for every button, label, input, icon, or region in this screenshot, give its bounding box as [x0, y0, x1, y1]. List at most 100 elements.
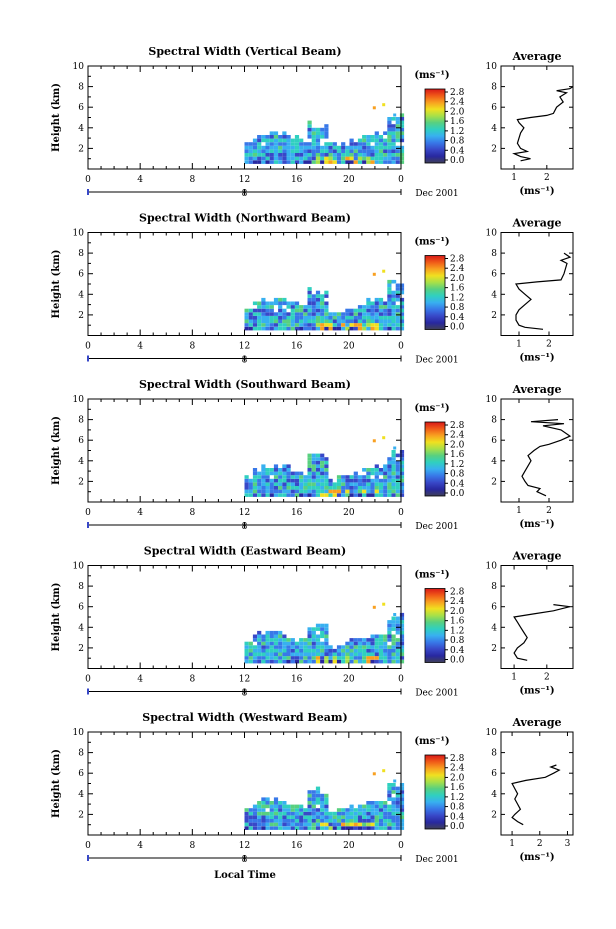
- heatmap-cell: [374, 801, 379, 805]
- heatmap-cell: [299, 486, 304, 490]
- heatmap-cell: [315, 652, 321, 657]
- heatmap-cell: [299, 648, 304, 653]
- heatmap-cell: [315, 453, 321, 458]
- heatmap-cell: [290, 489, 295, 494]
- heatmap-cell: [320, 457, 325, 461]
- heatmap-cell: [399, 790, 405, 794]
- heatmap-cell: [252, 826, 258, 830]
- heatmap-cell: [282, 659, 287, 664]
- heatmap-cell: [374, 326, 379, 331]
- heatmap-cell: [311, 808, 316, 812]
- heatmap-cell: [349, 808, 354, 812]
- heatmap-cell: [366, 645, 371, 649]
- heatmap-cell: [286, 160, 291, 164]
- heatmap-cell: [320, 297, 325, 302]
- heatmap-cell: [282, 815, 287, 819]
- heatmap-cell: [278, 471, 283, 476]
- heatmap-cell: [362, 312, 367, 316]
- heatmap-cell: [286, 156, 291, 161]
- heatmap-cell: [261, 638, 266, 642]
- colorbar-tick-label: 2.0: [450, 107, 465, 117]
- heatmap-cell: [315, 305, 321, 309]
- heatmap-cell: [307, 131, 312, 135]
- heatmap-cell: [286, 464, 291, 468]
- heatmap-cell: [315, 478, 321, 483]
- heatmap-cell: [399, 153, 405, 157]
- heatmap-cell: [257, 149, 262, 153]
- heatmap-cell: [387, 656, 392, 660]
- heatmap-cell: [299, 819, 304, 823]
- heatmap-cell: [374, 486, 379, 490]
- heatmap-cell: [311, 793, 316, 798]
- heatmap-cell: [261, 319, 266, 324]
- heatmap-cell: [383, 822, 388, 827]
- heatmap-cell: [307, 475, 312, 479]
- heatmap-cell: [307, 634, 312, 639]
- heatmap-cell: [265, 471, 270, 476]
- x-tick-label: 16: [291, 675, 303, 685]
- heatmap-cell: [362, 493, 367, 497]
- heatmap-cell: [387, 153, 392, 157]
- heatmap-cell: [357, 819, 363, 823]
- heatmap-cell: [349, 142, 354, 146]
- heatmap-cell: [387, 127, 392, 132]
- heatmap-cell: [341, 475, 346, 479]
- heatmap-cell: [307, 464, 312, 468]
- heatmap-cell: [391, 645, 396, 649]
- heatmap-cell: [273, 153, 279, 157]
- heatmap-cell: [257, 153, 262, 157]
- heatmap-cell: [366, 138, 371, 143]
- heatmap-cell: [399, 127, 405, 132]
- heatmap-cell: [370, 323, 375, 327]
- heatmap-cell: [362, 149, 367, 153]
- heatmap-cell: [320, 797, 325, 801]
- heatmap-cell: [311, 319, 316, 324]
- heatmap-cell: [278, 811, 283, 816]
- heatmap-cell: [370, 482, 375, 486]
- heatmap-cell: [311, 308, 316, 313]
- heatmap-cell: [282, 475, 287, 479]
- heatmap-cell: [374, 808, 379, 812]
- heatmap-cell: [282, 326, 287, 331]
- heatmap-cell: [345, 815, 350, 819]
- heatmap-cell: [252, 312, 258, 316]
- heatmap-cell: [387, 804, 392, 809]
- x-tick-label: 12: [239, 508, 250, 518]
- colorbar-tick-label: 2.0: [450, 274, 465, 284]
- heatmap-cell: [387, 312, 392, 316]
- heatmap-cell: [366, 652, 371, 657]
- heatmap-cell: [370, 652, 375, 657]
- heatmap-cell: [357, 156, 363, 161]
- heatmap-cell: [252, 319, 258, 324]
- y-tick-label: 8: [78, 416, 84, 426]
- heatmap-cell: [378, 638, 384, 642]
- heatmap-cell: [341, 478, 346, 483]
- x-tick-label: 20: [343, 342, 355, 352]
- y-axis-label: Height (km): [51, 749, 62, 818]
- heatmap-cell: [357, 826, 363, 830]
- heatmap-cell: [391, 475, 396, 479]
- heatmap-cell: [370, 638, 375, 642]
- heatmap-cell: [252, 478, 258, 483]
- heatmap-cell: [261, 804, 266, 809]
- heatmap-cell: [307, 153, 312, 157]
- heatmap-cell: [374, 638, 379, 642]
- heatmap-cell: [366, 808, 371, 812]
- heatmap-cell: [362, 638, 367, 642]
- heatmap-cell: [311, 811, 316, 816]
- date-label: Dec 2001: [415, 356, 458, 366]
- heatmap-cell: [328, 815, 333, 819]
- heatmap-cell: [391, 652, 396, 657]
- heatmap-cell: [345, 478, 350, 483]
- heatmap-cell: [391, 616, 396, 621]
- x-tick-label: 0: [85, 175, 91, 185]
- heatmap-cell: [399, 656, 405, 660]
- colorbar-tick-label: 2.4: [450, 764, 465, 774]
- heatmap-cell: [391, 142, 396, 146]
- heatmap-cell: [269, 815, 274, 819]
- heatmap-cell: [290, 323, 295, 327]
- colorbar-tick-label: 2.4: [450, 264, 465, 274]
- heatmap-cell: [345, 145, 350, 150]
- heatmap-cell: [261, 312, 266, 316]
